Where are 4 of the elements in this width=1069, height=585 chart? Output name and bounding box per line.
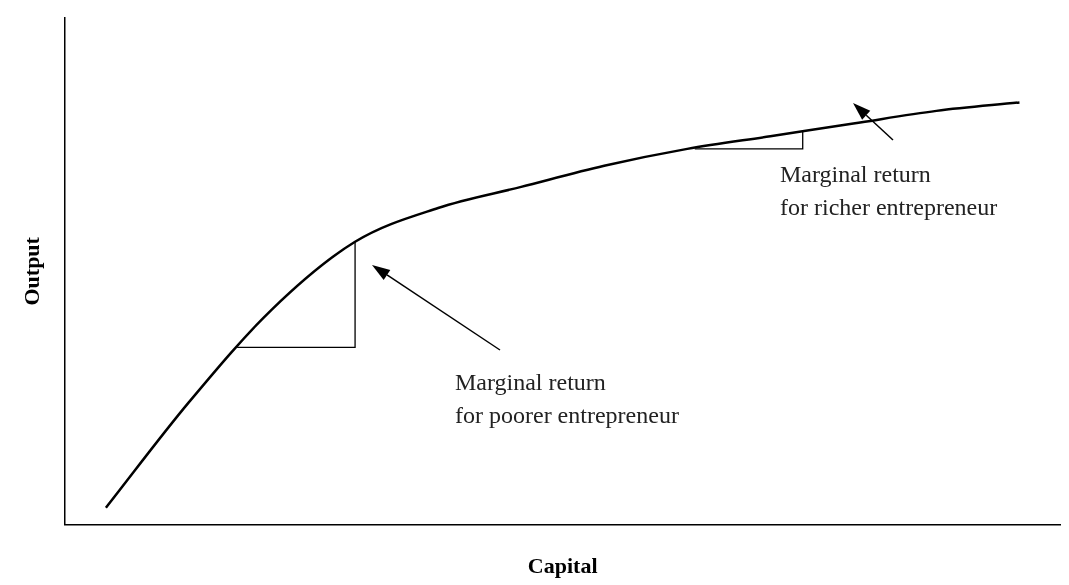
y-axis-title: Output: [18, 236, 44, 306]
annotation: Marginal return for richer entrepreneur: [780, 160, 998, 222]
annotation: Marginal return for poorer entrepreneur: [455, 368, 679, 430]
x-axis-title: Capital: [527, 553, 598, 579]
